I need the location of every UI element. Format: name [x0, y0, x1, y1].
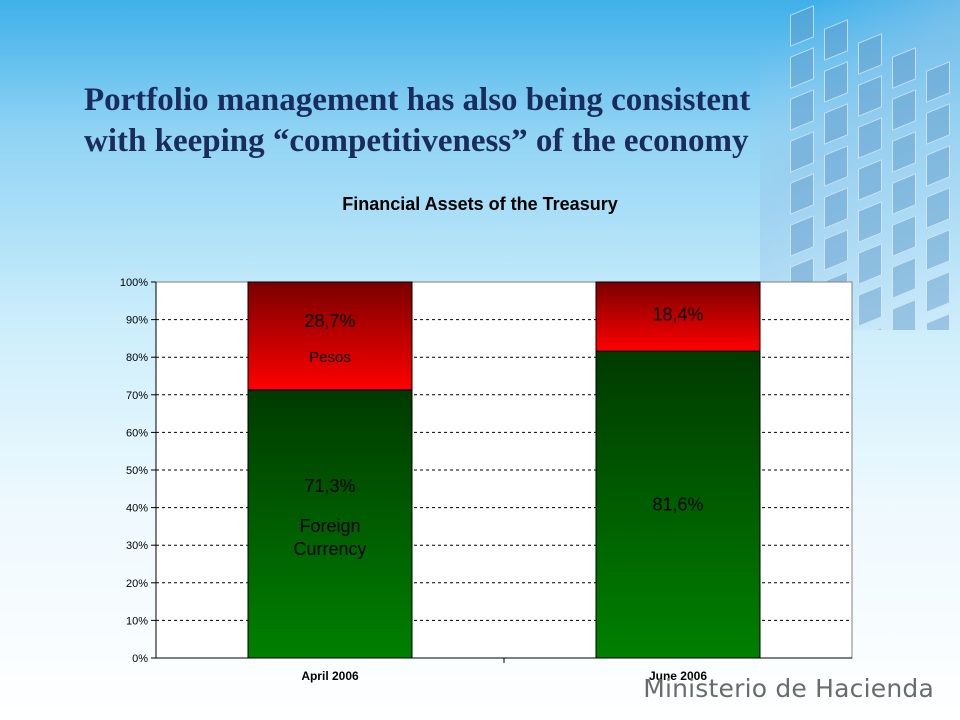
y-tick-label: 70%: [126, 390, 148, 402]
data-label: 18,4%: [652, 305, 703, 325]
y-tick-label: 20%: [126, 578, 148, 590]
bar-pesos-2: [595, 281, 761, 352]
x-tick-label: June 2006: [649, 669, 707, 683]
slide-title: Portfolio management has also being cons…: [84, 82, 751, 159]
y-tick-label: 90%: [126, 315, 148, 327]
y-tick-label: 10%: [126, 615, 148, 627]
chart-title: Financial Assets of the Treasury: [342, 194, 618, 214]
series-annotation: Currency: [293, 539, 366, 559]
y-tick-label: 0%: [132, 653, 148, 665]
bar-pesos-1: [247, 281, 413, 391]
y-tick-label: 60%: [126, 427, 148, 439]
y-tick-label: 40%: [126, 503, 148, 515]
y-tick-label: 30%: [126, 540, 148, 552]
data-label: 71,3%: [304, 476, 355, 496]
bar-foreign-currency-2: [595, 350, 761, 659]
y-tick-label: 50%: [126, 465, 148, 477]
y-tick-label: 80%: [126, 352, 148, 364]
bar-foreign-currency-1: [247, 389, 413, 659]
series-annotation: Foreign: [299, 516, 360, 536]
ministry-logo-text: Ministerio de Hacienda: [643, 674, 934, 703]
data-label: 28,7%: [304, 311, 355, 331]
building-decoration: [760, 0, 960, 330]
x-tick-label: April 2006: [301, 669, 359, 683]
y-tick-label: 100%: [120, 277, 148, 289]
data-label: 81,6%: [652, 495, 703, 515]
series-annotation: Pesos: [309, 349, 351, 366]
